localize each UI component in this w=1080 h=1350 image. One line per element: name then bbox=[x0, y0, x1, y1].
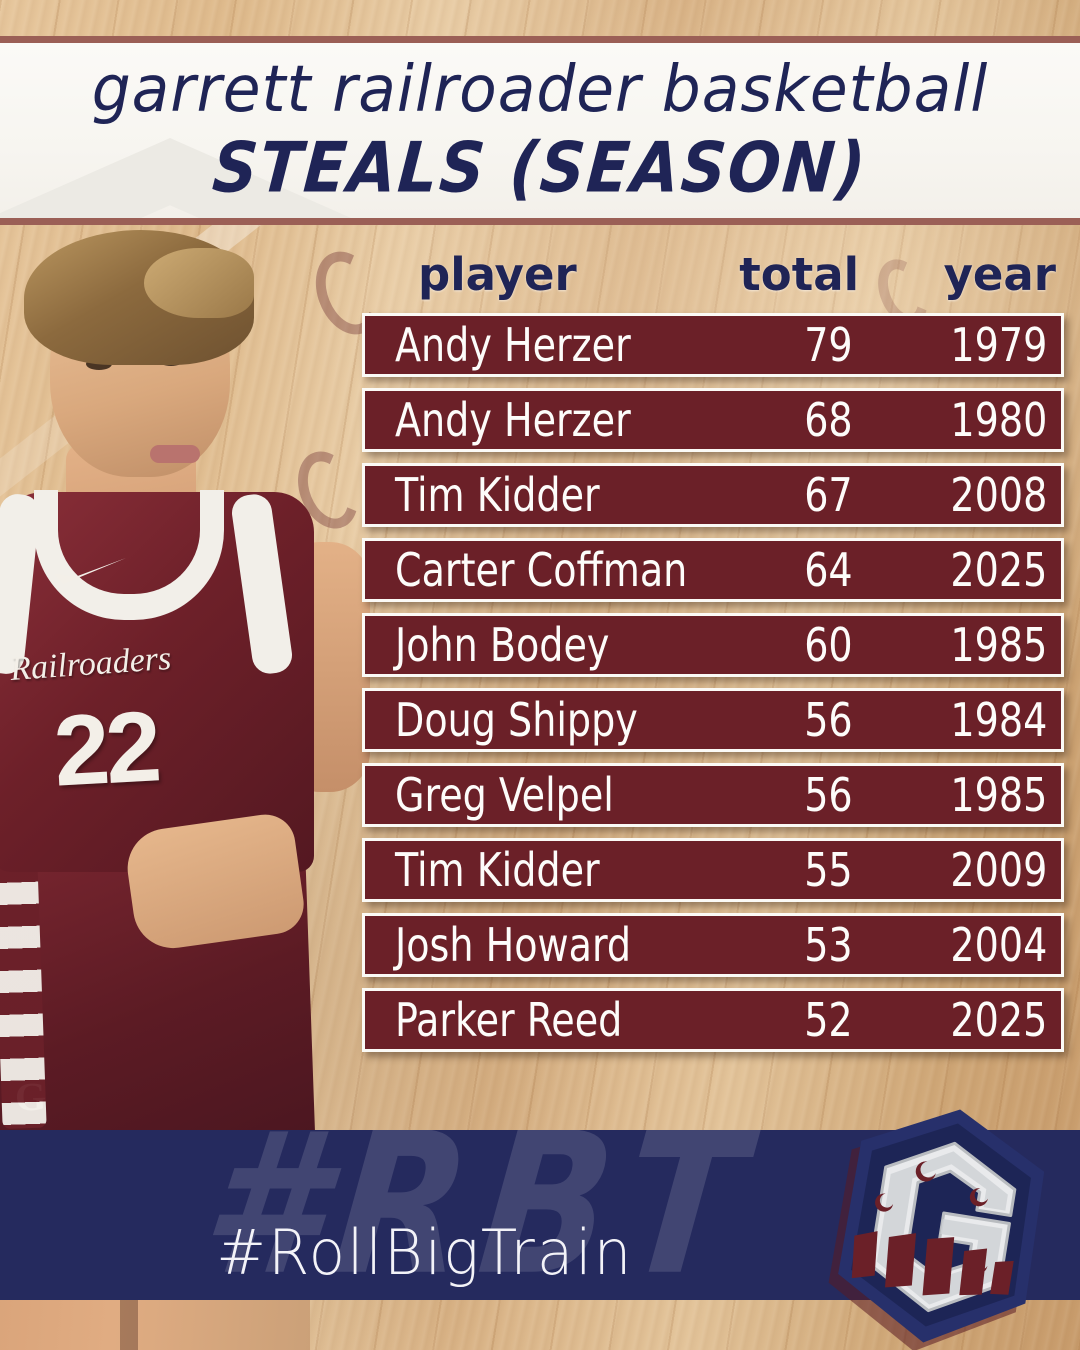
table-row: Carter Coffman 64 2025 bbox=[362, 538, 1064, 602]
player-photo: G 22 Railroaders bbox=[0, 222, 380, 1350]
leaderboard-table: Andy Herzer 79 1979 Andy Herzer 68 1980 Tim Ki… bbox=[362, 313, 1064, 1063]
column-header-year: year bbox=[943, 248, 1056, 301]
cell-player: Josh Howard bbox=[395, 918, 632, 972]
cell-player: Carter Coffman bbox=[395, 543, 688, 597]
table-row: John Bodey 60 1985 bbox=[362, 613, 1064, 677]
cell-total: 64 bbox=[804, 543, 853, 597]
cell-player: Tim Kidder bbox=[395, 843, 600, 897]
cell-total: 56 bbox=[804, 768, 853, 822]
shorts-letter: G bbox=[14, 1073, 47, 1120]
cell-total: 55 bbox=[804, 843, 853, 897]
cell-player: John Bodey bbox=[395, 618, 610, 672]
cell-year: 2008 bbox=[950, 468, 1047, 522]
table-row: Parker Reed 52 2025 bbox=[362, 988, 1064, 1052]
cell-year: 1985 bbox=[950, 618, 1047, 672]
cell-total: 79 bbox=[804, 318, 853, 372]
cell-player: Andy Herzer bbox=[395, 318, 631, 372]
cell-total: 67 bbox=[804, 468, 853, 522]
cell-year: 1984 bbox=[950, 693, 1047, 747]
table-column-headers: player total year bbox=[362, 248, 1064, 306]
cell-year: 1985 bbox=[950, 768, 1047, 822]
cell-year: 2009 bbox=[950, 843, 1047, 897]
cell-player: Tim Kidder bbox=[395, 468, 600, 522]
table-row: Tim Kidder 55 2009 bbox=[362, 838, 1064, 902]
cell-player: Parker Reed bbox=[395, 993, 623, 1047]
cell-player: Greg Velpel bbox=[395, 768, 614, 822]
cell-year: 1979 bbox=[950, 318, 1047, 372]
player-mouth bbox=[150, 445, 200, 463]
jersey-number: 22 bbox=[51, 690, 161, 808]
cell-player: Doug Shippy bbox=[395, 693, 638, 747]
cell-total: 53 bbox=[804, 918, 853, 972]
cell-total: 56 bbox=[804, 693, 853, 747]
table-row: Tim Kidder 67 2008 bbox=[362, 463, 1064, 527]
column-header-player: player bbox=[418, 248, 577, 301]
table-row: Andy Herzer 79 1979 bbox=[362, 313, 1064, 377]
cell-total: 68 bbox=[804, 393, 853, 447]
player-forearm bbox=[122, 810, 308, 954]
banner-title-line-1: garrett railroader basketball bbox=[91, 53, 989, 127]
cell-year: 2025 bbox=[950, 993, 1047, 1047]
cell-year: 1980 bbox=[950, 393, 1047, 447]
banner-title-line-2: STEALS (SEASON) bbox=[209, 126, 871, 209]
title-banner: garrett railroader basketball STEALS (SE… bbox=[0, 36, 1080, 225]
table-row: Doug Shippy 56 1984 bbox=[362, 688, 1064, 752]
footer-hashtag: #RollBigTrain bbox=[216, 1216, 634, 1289]
table-row: Greg Velpel 56 1985 bbox=[362, 763, 1064, 827]
table-row: Josh Howard 53 2004 bbox=[362, 913, 1064, 977]
column-header-total: total bbox=[739, 248, 859, 301]
cell-year: 2004 bbox=[950, 918, 1047, 972]
cell-total: 60 bbox=[804, 618, 853, 672]
player-hair bbox=[24, 230, 254, 365]
cell-player: Andy Herzer bbox=[395, 393, 631, 447]
cell-total: 52 bbox=[804, 993, 853, 1047]
cell-year: 2025 bbox=[950, 543, 1047, 597]
team-logo bbox=[800, 1080, 1080, 1350]
table-row: Andy Herzer 68 1980 bbox=[362, 388, 1064, 452]
